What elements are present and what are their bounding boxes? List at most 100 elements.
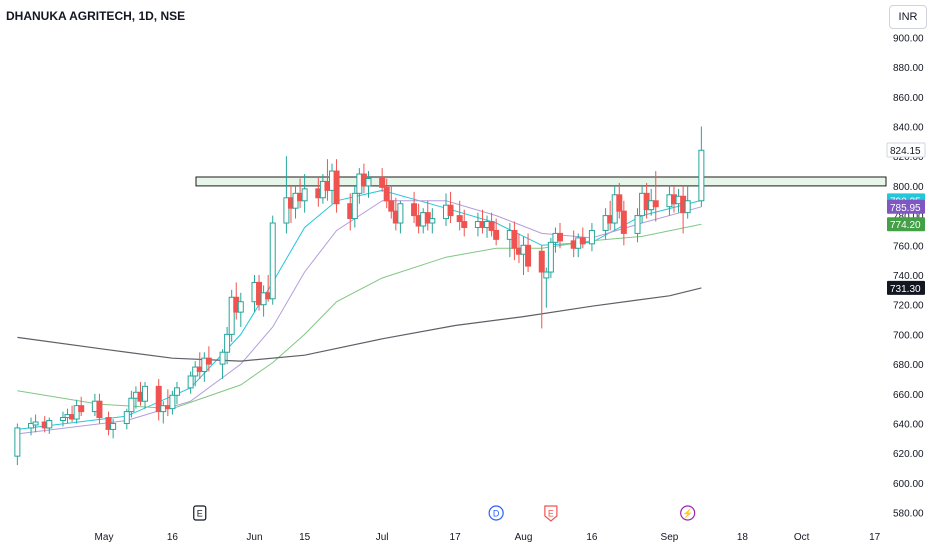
price-label-bg — [887, 217, 925, 232]
candle-body — [588, 229, 595, 245]
candle-body — [333, 170, 340, 205]
candle — [579, 227, 586, 249]
candle-body — [46, 420, 53, 429]
candle — [96, 393, 103, 424]
moving-average-ma_fast — [17, 189, 702, 430]
time-tick-label: Aug — [515, 532, 533, 543]
price-tick-label: 620.00 — [893, 449, 924, 460]
time-tick-label: Jul — [376, 532, 389, 543]
candle — [684, 185, 691, 219]
candle — [110, 419, 117, 439]
time-axis[interactable]: May 16 Jun 15 Jul 17 Aug 16 Sep 18 Oct 17 — [95, 532, 881, 543]
candle-body — [579, 237, 586, 245]
time-tick-label: 15 — [299, 532, 311, 543]
time-tick-label: 16 — [586, 532, 598, 543]
price-label-last: 824.15 — [886, 142, 926, 158]
time-tick-label: 16 — [167, 532, 179, 543]
candle — [28, 417, 35, 436]
event-marker: ⚡ — [680, 505, 696, 521]
resistance-zone-layer — [195, 176, 887, 187]
price-tick-label: 760.00 — [893, 241, 924, 252]
candle-body — [461, 221, 468, 228]
candle-body — [269, 222, 276, 300]
price-tick-label: 740.00 — [893, 271, 924, 282]
candle — [301, 174, 308, 213]
candle — [201, 352, 208, 382]
event-marker: D — [488, 505, 504, 521]
time-tick-label: 18 — [737, 532, 749, 543]
candle — [538, 245, 545, 329]
candle — [525, 233, 532, 273]
candle — [588, 223, 595, 252]
candle-body — [73, 405, 80, 420]
candle-body — [447, 204, 454, 217]
event-badge — [680, 505, 696, 521]
candle-body — [78, 405, 85, 413]
candle — [187, 371, 194, 394]
currency-button[interactable]: INR — [889, 5, 927, 29]
candle — [557, 223, 563, 249]
moving-averages — [17, 189, 702, 435]
candle-body — [128, 397, 135, 413]
price-label-text: 824.15 — [890, 146, 921, 157]
candle-body — [488, 221, 495, 231]
candle — [616, 182, 623, 219]
candle — [46, 417, 53, 434]
candle — [205, 346, 212, 372]
candle-body — [698, 149, 705, 202]
price-tick-label: 680.00 — [893, 360, 924, 371]
candle-body — [169, 394, 176, 410]
candle-body — [511, 229, 518, 249]
candle-body — [237, 301, 244, 313]
candle — [424, 200, 431, 231]
candle-body — [379, 177, 386, 188]
moving-average-ma_slow — [17, 223, 702, 410]
price-tick-label: 880.00 — [893, 63, 924, 74]
price-tick-label: 720.00 — [893, 301, 924, 312]
time-tick-label: Jun — [246, 532, 262, 543]
candle-body — [110, 422, 117, 430]
candle-body — [525, 244, 532, 267]
candle-body — [123, 411, 130, 424]
price-label-ma_mid: 785.95 — [887, 199, 925, 214]
candle-body — [32, 421, 39, 426]
candle-body — [59, 417, 66, 422]
candle — [351, 185, 358, 228]
price-tick-label: 780.00 — [893, 212, 924, 223]
price-tick-label: 660.00 — [893, 390, 924, 401]
candle — [73, 399, 80, 424]
candle-body — [456, 215, 463, 223]
candle-body — [96, 400, 103, 419]
candle — [488, 212, 495, 237]
candle — [511, 221, 518, 261]
candle-body — [173, 387, 180, 396]
candle — [379, 168, 386, 192]
candle-body — [219, 351, 226, 365]
price-label-bg — [886, 142, 926, 158]
candle — [620, 200, 627, 246]
candle-body — [187, 375, 194, 389]
candle-body — [557, 232, 563, 242]
candle-body — [155, 385, 162, 413]
price-tick-label: 840.00 — [893, 123, 924, 134]
candle — [493, 218, 500, 246]
candle — [429, 208, 436, 234]
candle — [365, 171, 372, 198]
price-axis[interactable]: 580.00 600.00 620.00 640.00 660.00 680.00 700.… — [893, 33, 924, 519]
candle — [224, 326, 231, 365]
candle-body — [493, 229, 500, 240]
event-label: D — [493, 509, 500, 519]
candle — [78, 396, 85, 417]
candle — [383, 178, 390, 209]
symbol-title: DHANUKA AGRITECH, 1D, NSE — [6, 9, 186, 23]
candle — [237, 292, 244, 327]
event-markers: E D E ⚡ — [193, 505, 696, 522]
candle — [411, 191, 418, 224]
price-label-ma_slow: 774.20 — [887, 217, 925, 232]
time-tick-label: 17 — [869, 532, 881, 543]
price-label-bg — [887, 280, 925, 295]
candle-body — [142, 385, 149, 402]
